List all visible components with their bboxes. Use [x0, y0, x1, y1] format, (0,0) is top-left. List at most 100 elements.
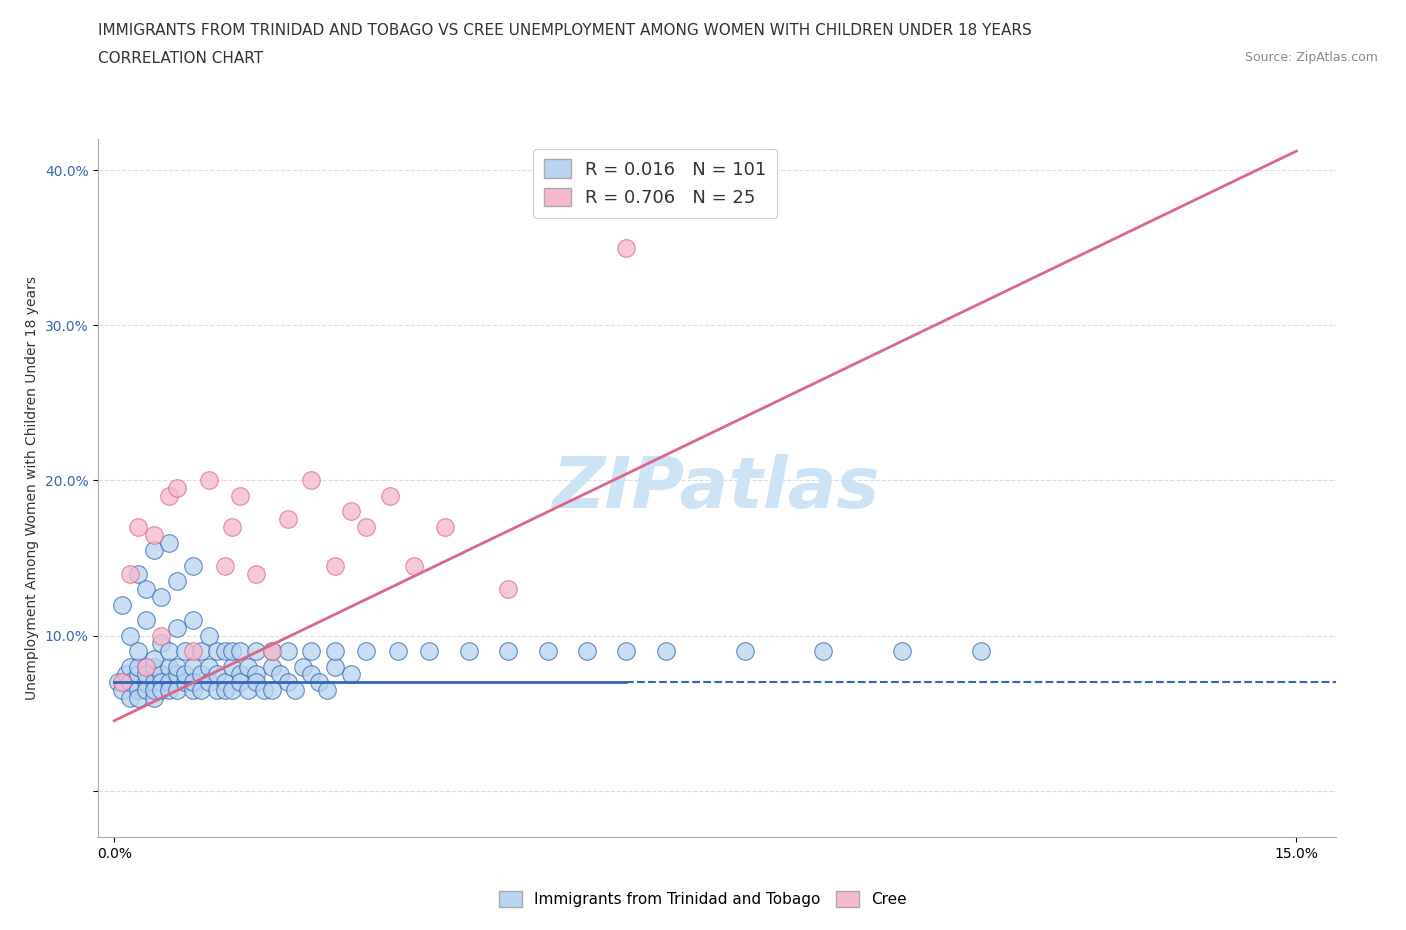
- Point: [197, 628, 219, 643]
- Point: [576, 644, 599, 658]
- Point: [150, 674, 173, 689]
- Point: [655, 644, 678, 658]
- Point: [221, 683, 243, 698]
- Point: [135, 613, 157, 628]
- Point: [253, 683, 276, 698]
- Point: [221, 644, 243, 658]
- Point: [260, 659, 283, 674]
- Point: [111, 683, 134, 698]
- Point: [135, 581, 157, 596]
- Point: [118, 690, 141, 705]
- Point: [142, 674, 165, 689]
- Point: [118, 674, 141, 689]
- Point: [616, 644, 638, 658]
- Point: [115, 667, 138, 682]
- Point: [157, 659, 180, 674]
- Point: [269, 667, 291, 682]
- Point: [150, 683, 173, 698]
- Point: [150, 590, 173, 604]
- Point: [181, 659, 204, 674]
- Point: [181, 558, 204, 573]
- Point: [166, 574, 188, 589]
- Point: [157, 644, 180, 658]
- Point: [339, 504, 361, 519]
- Point: [142, 527, 165, 542]
- Point: [142, 651, 165, 666]
- Point: [245, 674, 267, 689]
- Point: [157, 535, 180, 550]
- Point: [245, 644, 267, 658]
- Point: [157, 683, 180, 698]
- Text: ZIPatlas: ZIPatlas: [554, 454, 880, 523]
- Point: [166, 683, 188, 698]
- Point: [214, 674, 236, 689]
- Point: [378, 488, 401, 503]
- Point: [111, 597, 134, 612]
- Point: [970, 644, 993, 658]
- Point: [205, 667, 228, 682]
- Point: [418, 644, 440, 658]
- Point: [118, 659, 141, 674]
- Point: [221, 520, 243, 535]
- Point: [284, 683, 307, 698]
- Text: CORRELATION CHART: CORRELATION CHART: [98, 51, 263, 66]
- Point: [292, 659, 315, 674]
- Point: [260, 644, 283, 658]
- Point: [496, 581, 519, 596]
- Point: [142, 543, 165, 558]
- Point: [142, 659, 165, 674]
- Point: [190, 667, 212, 682]
- Point: [236, 683, 259, 698]
- Point: [229, 644, 252, 658]
- Point: [891, 644, 914, 658]
- Point: [111, 674, 134, 689]
- Y-axis label: Unemployment Among Women with Children Under 18 years: Unemployment Among Women with Children U…: [25, 276, 39, 700]
- Point: [221, 659, 243, 674]
- Text: IMMIGRANTS FROM TRINIDAD AND TOBAGO VS CREE UNEMPLOYMENT AMONG WOMEN WITH CHILDR: IMMIGRANTS FROM TRINIDAD AND TOBAGO VS C…: [98, 23, 1032, 38]
- Point: [323, 659, 346, 674]
- Point: [135, 667, 157, 682]
- Point: [616, 241, 638, 256]
- Point: [127, 659, 149, 674]
- Point: [174, 644, 197, 658]
- Point: [457, 644, 479, 658]
- Point: [496, 644, 519, 658]
- Point: [118, 566, 141, 581]
- Point: [323, 644, 346, 658]
- Point: [323, 558, 346, 573]
- Legend: Immigrants from Trinidad and Tobago, Cree: Immigrants from Trinidad and Tobago, Cre…: [494, 884, 912, 913]
- Point: [536, 644, 558, 658]
- Point: [197, 674, 219, 689]
- Point: [127, 690, 149, 705]
- Point: [127, 683, 149, 698]
- Point: [142, 690, 165, 705]
- Point: [127, 520, 149, 535]
- Point: [135, 683, 157, 698]
- Point: [181, 613, 204, 628]
- Point: [277, 674, 299, 689]
- Point: [260, 683, 283, 698]
- Point: [150, 628, 173, 643]
- Point: [316, 683, 339, 698]
- Point: [197, 473, 219, 488]
- Point: [402, 558, 425, 573]
- Point: [190, 644, 212, 658]
- Point: [174, 667, 197, 682]
- Point: [166, 620, 188, 635]
- Point: [229, 674, 252, 689]
- Point: [356, 520, 378, 535]
- Legend: R = 0.016   N = 101, R = 0.706   N = 25: R = 0.016 N = 101, R = 0.706 N = 25: [533, 149, 778, 218]
- Point: [174, 674, 197, 689]
- Point: [214, 644, 236, 658]
- Point: [245, 566, 267, 581]
- Point: [150, 636, 173, 651]
- Point: [734, 644, 756, 658]
- Point: [387, 644, 409, 658]
- Point: [214, 558, 236, 573]
- Point: [245, 667, 267, 682]
- Point: [434, 520, 457, 535]
- Point: [118, 628, 141, 643]
- Point: [157, 674, 180, 689]
- Point: [150, 667, 173, 682]
- Point: [214, 683, 236, 698]
